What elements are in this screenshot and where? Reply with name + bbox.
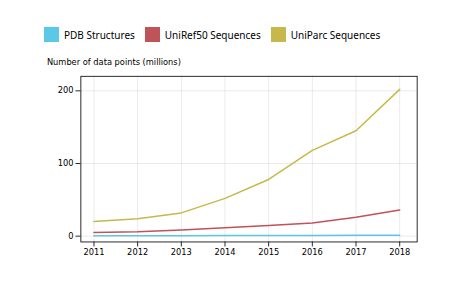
svg-text:Number of data points (million: Number of data points (millions): [47, 57, 181, 67]
svg-text:2013: 2013: [171, 247, 192, 257]
svg-text:2016: 2016: [302, 247, 323, 257]
html-text:UniRef50 Sequences: UniRef50 Sequences: [164, 27, 261, 42]
svg-text:2018: 2018: [389, 247, 410, 257]
svg-text:2014: 2014: [214, 247, 235, 257]
svg-text:0: 0: [68, 231, 73, 241]
svg-text:2012: 2012: [127, 247, 148, 257]
svg-text:2011: 2011: [83, 247, 104, 257]
svg-text:200: 200: [58, 85, 74, 95]
svg-text:2017: 2017: [345, 247, 366, 257]
svg-text:100: 100: [58, 158, 74, 168]
svg-text:2015: 2015: [258, 247, 279, 257]
html-text:UniParc Sequences: UniParc Sequences: [290, 27, 381, 42]
html-text:PDB Structures: PDB Structures: [64, 27, 135, 42]
